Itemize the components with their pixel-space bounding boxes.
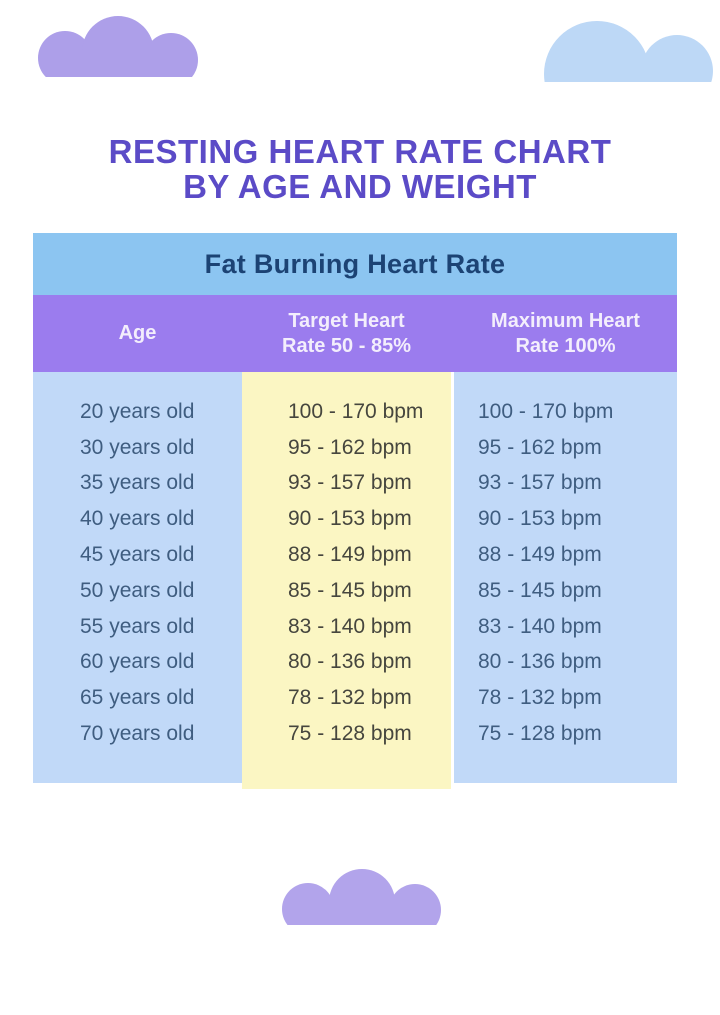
table-cell: 90 - 153 bpm	[288, 507, 412, 531]
table-cell: 93 - 157 bpm	[288, 471, 412, 495]
table-cell: 78 - 132 bpm	[288, 686, 412, 710]
column-header-max-rate: Maximum Heart Rate 100%	[454, 309, 677, 359]
page-title-line2: BY AGE AND WEIGHT	[183, 168, 537, 205]
table-cell: 100 - 170 bpm	[288, 399, 424, 423]
column-header-max-line2: Rate 100%	[515, 334, 616, 357]
table-cell: 70 years old	[80, 722, 195, 746]
table-header-row: Age Target Heart Rate 50 - 85% Maximum H…	[33, 295, 677, 372]
target-rate-column: 100 - 170 bpm 95 - 162 bpm 93 - 157 bpm 90 …	[242, 372, 451, 789]
table-cell: 60 years old	[80, 650, 195, 674]
column-header-target-line1: Target Heart	[288, 309, 405, 332]
table-cell: 65 years old	[80, 686, 195, 710]
column-header-max-line1: Maximum Heart	[491, 309, 640, 332]
cloud-top-left-icon	[38, 16, 198, 77]
table-cell: 95 - 162 bpm	[288, 435, 412, 459]
table-cell: 83 - 140 bpm	[478, 614, 602, 638]
column-header-target-line2: Rate 50 - 85%	[282, 334, 411, 357]
table-cell: 83 - 140 bpm	[288, 614, 412, 638]
table-cell: 75 - 128 bpm	[478, 722, 602, 746]
table-cell: 50 years old	[80, 578, 195, 602]
max-rate-column: 100 - 170 bpm 95 - 162 bpm 93 - 157 bpm 90 …	[454, 372, 677, 783]
table-cell: 95 - 162 bpm	[478, 435, 602, 459]
page-title: RESTING HEART RATE CHART BY AGE AND WEIG…	[0, 134, 720, 204]
column-header-age-label: Age	[118, 322, 157, 344]
table-cell: 78 - 132 bpm	[478, 686, 602, 710]
table-cell: 20 years old	[80, 399, 195, 423]
table-cell: 35 years old	[80, 471, 195, 495]
table-cell: 100 - 170 bpm	[478, 399, 614, 423]
table-body: 20 years old 30 years old 35 years old 40 y…	[33, 372, 677, 789]
heart-rate-table: Fat Burning Heart Rate Age Target Heart …	[33, 233, 677, 789]
table-cell: 40 years old	[80, 507, 195, 531]
column-header-target-rate: Target Heart Rate 50 - 85%	[242, 309, 451, 359]
age-column: 20 years old 30 years old 35 years old 40 y…	[33, 372, 242, 783]
page-title-line1: RESTING HEART RATE CHART	[108, 133, 612, 170]
table-cell: 88 - 149 bpm	[288, 543, 412, 567]
table-cell: 85 - 145 bpm	[288, 578, 412, 602]
cloud-top-right-icon	[544, 21, 713, 82]
table-cell: 45 years old	[80, 543, 195, 567]
table-title: Fat Burning Heart Rate	[33, 233, 677, 295]
table-cell: 88 - 149 bpm	[478, 543, 602, 567]
table-cell: 80 - 136 bpm	[478, 650, 602, 674]
table-cell: 30 years old	[80, 435, 195, 459]
table-cell: 90 - 153 bpm	[478, 507, 602, 531]
table-cell: 75 - 128 bpm	[288, 722, 412, 746]
table-cell: 80 - 136 bpm	[288, 650, 412, 674]
table-cell: 55 years old	[80, 614, 195, 638]
column-header-age: Age	[33, 321, 242, 346]
table-cell: 93 - 157 bpm	[478, 471, 602, 495]
cloud-bottom-icon	[282, 869, 441, 925]
table-cell: 85 - 145 bpm	[478, 578, 602, 602]
